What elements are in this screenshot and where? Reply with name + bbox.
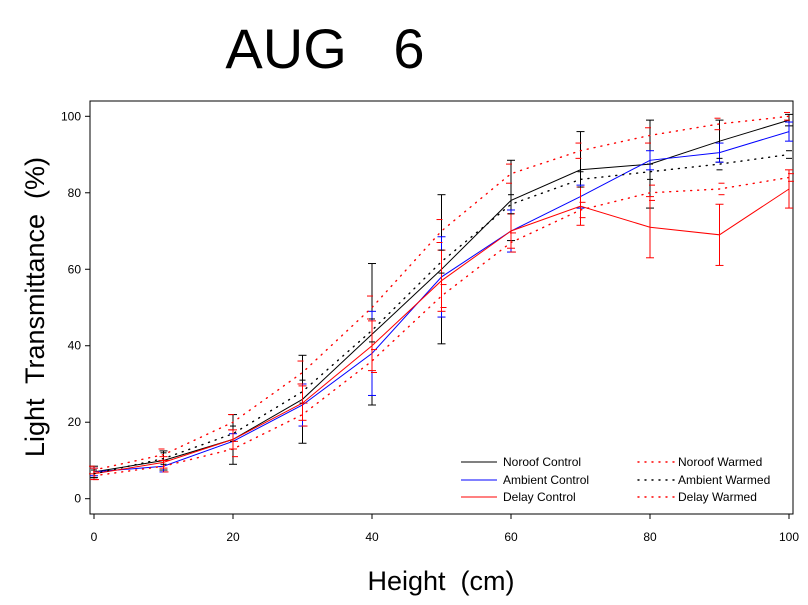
legend-label: Ambient Warmed [678,473,770,487]
error-cap [160,452,167,465]
legend-item-delay-warmed: Delay Warmed [637,490,757,504]
error-cap [716,157,723,171]
error-cap [510,232,516,253]
x-tick-label: 20 [226,530,240,544]
plot-frame [89,100,794,515]
legend-label: Ambient Control [503,473,589,487]
error-bar [785,169,793,209]
error-cap [718,182,725,196]
error-cap [93,471,99,481]
error-cap [301,402,308,427]
error-cap [786,150,792,159]
error-bar [368,320,376,372]
error-cap [645,127,651,144]
legend-item-noroof-control: Noroof Control [461,455,581,469]
error-cap [232,440,238,458]
y-tick-label: 0 [74,492,81,506]
error-cap [788,173,794,182]
error-cap [784,111,790,121]
x-tick-label: 0 [91,530,98,544]
legend-item-ambient-warmed: Ambient Warmed [637,473,770,487]
y-axis-label: Light Transmittance (%) [20,157,50,457]
error-cap [297,360,304,385]
x-axis-label: Height (cm) [367,566,514,596]
error-cap [577,171,584,188]
legend-item-delay-control: Delay Control [461,490,576,504]
y-tick-label: 100 [61,109,81,123]
legend-label: Delay Control [503,490,576,504]
error-cap [575,142,582,159]
legend-label: Noroof Control [503,455,581,469]
y-axis-ticks: 0 20 40 60 80 100 [61,109,90,506]
x-axis-ticks: 0 20 40 60 80 100 [91,514,799,544]
error-cap [647,163,653,180]
legend-label: Delay Warmed [678,490,757,504]
x-tick-label: 80 [643,530,657,544]
chart-title: AUG 6 [225,17,424,80]
error-cap [714,117,721,131]
x-tick-label: 60 [504,530,518,544]
error-bar [715,203,724,266]
error-bar [785,121,793,142]
error-cap [579,201,586,219]
legend-item-ambient-control: Ambient Control [461,473,589,487]
legend-item-noroof-warmed: Noroof Warmed [637,455,762,469]
error-cap [438,249,445,274]
error-cap [508,194,514,215]
x-tick-label: 40 [365,530,379,544]
error-cap [649,184,655,201]
legend-label: Noroof Warmed [678,455,762,469]
error-bar [576,186,585,226]
error-cap [369,318,375,343]
error-cap [162,459,169,473]
error-bar [646,150,654,171]
error-cap [371,349,377,374]
error-cap [436,219,443,243]
y-tick-label: 20 [68,415,82,429]
y-tick-label: 40 [68,339,82,353]
series-line-ambient-warmed [93,153,790,475]
error-cap [228,414,234,431]
error-bar [715,142,724,163]
x-tick-label: 100 [779,530,799,544]
series-layer [89,111,794,481]
legend: Noroof Control Ambient Control Delay Contr… [461,455,770,504]
series-delay-warmed [93,173,794,481]
error-cap [91,469,97,479]
error-cap [506,163,512,184]
y-tick-label: 80 [68,186,82,200]
error-bar [646,196,654,259]
series-noroof-warmed [89,111,790,475]
error-cap [440,284,447,308]
y-tick-label: 60 [68,262,82,276]
